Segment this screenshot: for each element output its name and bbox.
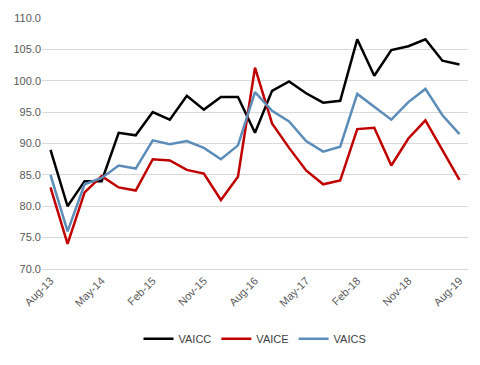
svg-text:May-17: May-17 xyxy=(277,275,311,309)
svg-text:75.0: 75.0 xyxy=(20,231,41,243)
svg-text:90.0: 90.0 xyxy=(20,137,41,149)
svg-text:Nov-18: Nov-18 xyxy=(380,275,414,309)
svg-text:110.0: 110.0 xyxy=(14,12,41,24)
svg-text:70.0: 70.0 xyxy=(20,263,41,275)
svg-text:80.0: 80.0 xyxy=(20,200,41,212)
svg-text:105.0: 105.0 xyxy=(13,43,41,55)
svg-text:Feb-15: Feb-15 xyxy=(125,275,158,308)
svg-text:May-14: May-14 xyxy=(73,275,107,309)
svg-text:VAICE: VAICE xyxy=(256,333,288,345)
svg-text:Feb-18: Feb-18 xyxy=(329,275,362,308)
svg-text:Aug-19: Aug-19 xyxy=(431,275,465,309)
svg-text:95.0: 95.0 xyxy=(20,106,41,118)
svg-text:Aug-16: Aug-16 xyxy=(227,275,261,309)
svg-text:85.0: 85.0 xyxy=(20,169,41,181)
svg-text:100.0: 100.0 xyxy=(13,75,41,87)
svg-text:Aug-13: Aug-13 xyxy=(22,275,56,309)
svg-text:VAICS: VAICS xyxy=(334,333,366,345)
svg-text:VAICC: VAICC xyxy=(179,333,212,345)
svg-text:Nov-15: Nov-15 xyxy=(176,275,210,309)
